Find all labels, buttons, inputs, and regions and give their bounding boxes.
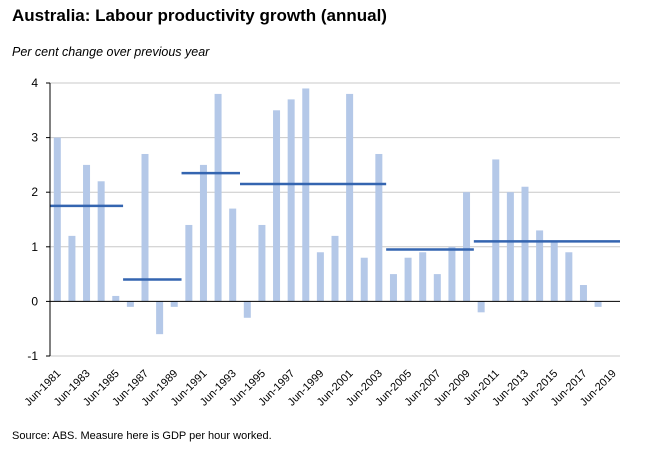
bar [346, 93, 354, 302]
bar [521, 186, 529, 302]
bar [463, 192, 471, 302]
axes [46, 82, 620, 357]
y-tick-label: 0 [31, 294, 38, 308]
bar [53, 137, 61, 302]
bar [389, 274, 397, 302]
bar [506, 192, 514, 302]
bar [156, 301, 164, 335]
bar [550, 241, 558, 302]
y-tick-labels: -1 0 1 2 3 4 [27, 76, 38, 363]
chart-title: Australia: Labour productivity growth (a… [12, 6, 387, 25]
bar [594, 301, 602, 307]
bar [404, 257, 412, 302]
bar [565, 252, 573, 302]
bar [214, 93, 222, 302]
bar [97, 181, 105, 302]
bar [536, 230, 544, 302]
y-tick-label: 1 [31, 240, 38, 254]
bar [316, 252, 324, 302]
bar [170, 301, 178, 307]
bar [433, 274, 441, 302]
bar [375, 153, 383, 302]
bar [258, 224, 266, 302]
bar [185, 224, 193, 302]
bar [229, 208, 237, 302]
bar [273, 110, 281, 302]
x-tick-labels: Jun-1981Jun-1983Jun-1985Jun-1987Jun-1989… [23, 368, 619, 409]
bar [477, 301, 485, 313]
y-tick-label: 3 [31, 131, 38, 145]
y-tick-label: 4 [31, 76, 38, 90]
average-lines [50, 171, 620, 281]
bar-series [53, 88, 602, 335]
bar [112, 295, 120, 302]
bar [199, 164, 207, 302]
bar [287, 99, 295, 302]
bar [492, 159, 500, 302]
source-note: Source: ABS. Measure here is GDP per hou… [12, 430, 272, 442]
grid-lines [50, 82, 620, 357]
bar [419, 252, 427, 302]
bar [68, 235, 76, 302]
y-tick-label: -1 [27, 349, 38, 363]
y-tick-label: 2 [31, 185, 38, 199]
bar [302, 88, 310, 302]
chart-subtitle: Per cent change over previous year [12, 45, 210, 59]
bar [83, 164, 91, 302]
bar [243, 301, 251, 318]
bar [331, 235, 339, 302]
bar [448, 246, 456, 302]
bar [360, 257, 368, 302]
bar [126, 301, 134, 307]
bar [579, 285, 587, 302]
bar [141, 153, 149, 302]
